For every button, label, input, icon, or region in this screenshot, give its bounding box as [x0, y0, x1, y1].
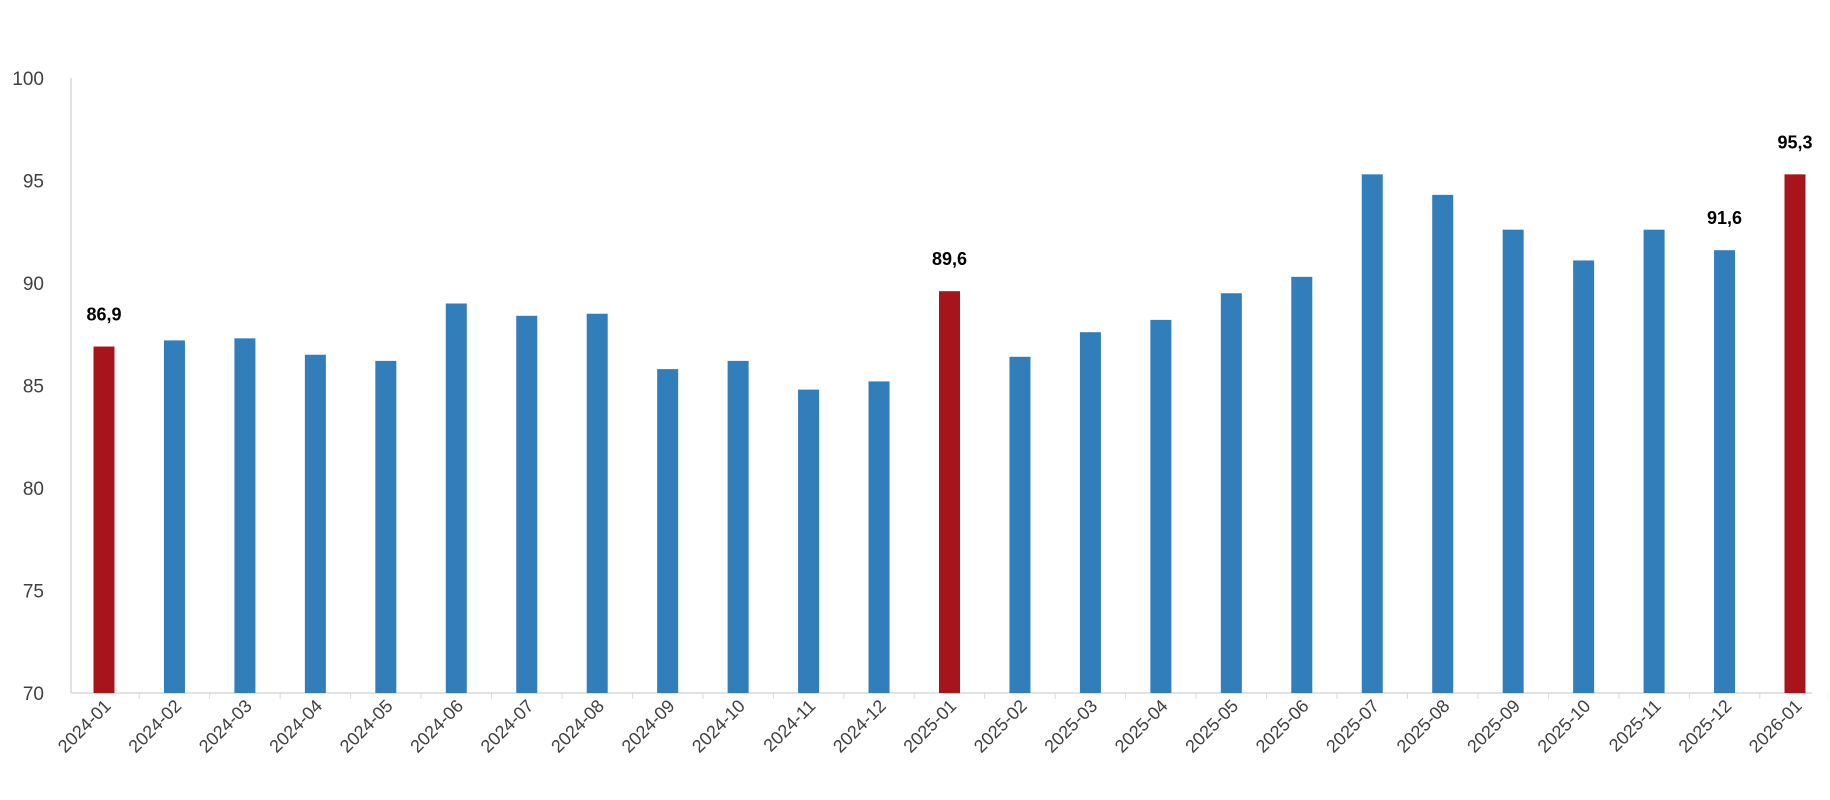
bar-2025-10 — [1573, 260, 1595, 693]
bar-2024-09 — [657, 369, 679, 693]
x-tick-label: 2025-10 — [1534, 696, 1595, 757]
x-tick-label: 2026-01 — [1745, 696, 1806, 757]
bar-2025-08 — [1432, 194, 1454, 693]
bar-2024-03 — [234, 338, 256, 693]
x-tick-label: 2024-04 — [265, 696, 326, 757]
bar-2024-12 — [868, 381, 890, 693]
bar-2024-01 — [93, 346, 115, 693]
data-label-2025-12: 91,6 — [1707, 208, 1742, 228]
x-tick-label: 2024-02 — [124, 696, 185, 757]
bar-2025-03 — [1079, 332, 1101, 693]
x-tick-label: 2024-05 — [336, 696, 397, 757]
bar-2025-02 — [1009, 356, 1031, 693]
bar-2025-06 — [1291, 276, 1313, 693]
x-tick-label: 2025-01 — [899, 696, 960, 757]
x-tick-label: 2025-06 — [1252, 696, 1313, 757]
x-tick-label: 2025-05 — [1181, 696, 1242, 757]
x-tick-label: 2025-08 — [1393, 696, 1454, 757]
x-tick-label: 2025-03 — [1040, 696, 1101, 757]
x-tick-label: 2024-12 — [829, 696, 890, 757]
data-label-2026-01: 95,3 — [1777, 132, 1812, 152]
bar-2024-07 — [516, 315, 538, 693]
data-label-2025-01: 89,6 — [932, 249, 967, 269]
y-tick-label: 100 — [12, 69, 44, 90]
bar-2026-01 — [1784, 174, 1806, 694]
data-label-2024-01: 86,9 — [86, 305, 121, 325]
x-tick-label: 2024-09 — [618, 696, 679, 757]
bar-2024-06 — [445, 303, 467, 693]
bar-2024-02 — [163, 340, 185, 693]
x-tick-label: 2024-07 — [477, 696, 538, 757]
bar-2025-07 — [1361, 174, 1383, 694]
x-tick-label: 2024-10 — [688, 696, 749, 757]
bar-2024-04 — [304, 354, 326, 693]
y-tick-label: 85 — [23, 377, 44, 398]
x-tick-label: 2025-02 — [970, 696, 1031, 757]
y-tick-label: 80 — [23, 479, 44, 500]
bar-2024-08 — [586, 313, 608, 693]
x-tick-label: 2024-03 — [195, 696, 256, 757]
y-tick-label: 95 — [23, 172, 44, 193]
bar-2025-12 — [1714, 250, 1736, 693]
x-tick-label: 2025-12 — [1675, 696, 1736, 757]
x-tick-label: 2024-06 — [406, 696, 467, 757]
x-tick-label: 2024-01 — [54, 696, 115, 757]
y-tick-label: 75 — [23, 582, 44, 603]
x-tick-label: 2024-11 — [759, 696, 819, 756]
bar-2024-05 — [375, 360, 397, 693]
bar-2025-09 — [1502, 229, 1524, 693]
bar-2025-11 — [1643, 229, 1665, 693]
x-tick-label: 2025-11 — [1605, 696, 1665, 756]
bar-2025-01 — [939, 291, 960, 693]
x-tick-label: 2025-04 — [1111, 696, 1172, 757]
bar-2024-11 — [798, 389, 820, 693]
y-tick-label: 90 — [23, 274, 44, 295]
bar-2025-05 — [1220, 293, 1242, 693]
y-tick-label: 70 — [23, 684, 44, 705]
bar-2025-04 — [1150, 319, 1172, 693]
x-tick-label: 2025-07 — [1322, 696, 1383, 757]
bar-2024-10 — [727, 360, 749, 693]
x-tick-label: 2024-08 — [547, 696, 608, 757]
x-tick-label: 2025-09 — [1463, 696, 1524, 757]
